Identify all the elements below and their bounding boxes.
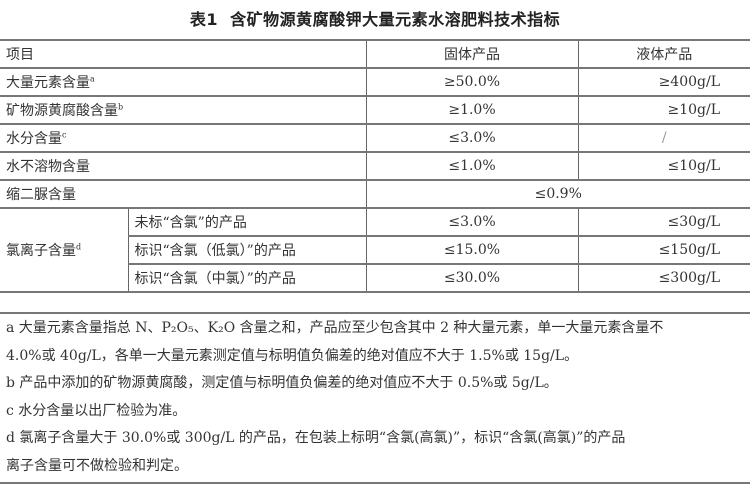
solid-value: ≥50.0% <box>365 67 578 97</box>
chloride-item: 氯离子含量d <box>0 207 128 293</box>
liquid-value: ≤30g/L <box>577 207 750 237</box>
table-row: 水不溶物含量 ≤1.0% ≤10g/L <box>0 151 750 181</box>
solid-value: ≤15.0% <box>365 235 578 265</box>
liquid-value: / <box>577 123 750 153</box>
item-label: 氯离子含量 <box>6 243 76 259</box>
table-row: 水分含量c ≤3.0% / <box>0 123 750 153</box>
footnote-line: b 产品中添加的矿物源黄腐酸，测定值与标明值负偏差的绝对值应不大于 0.5%或 … <box>6 375 558 391</box>
spec-table: 项目 固体产品 液体产品 大量元素含量a ≥50.0% ≥400g/L 矿物源黄… <box>0 39 750 293</box>
footnote-line: 离子含量可不做检验和判定。 <box>6 457 188 474</box>
sub-item: 标识“含氯（中氯）”的产品 <box>127 263 366 293</box>
table-header-row: 项目 固体产品 液体产品 <box>0 39 750 69</box>
liquid-value: ≤300g/L <box>577 263 750 293</box>
solid-value: ≤3.0% <box>365 123 578 153</box>
footnote-line: d 氯离子含量大于 30.0%或 300g/L 的产品，在包装上标明“含氯(高氯… <box>6 430 626 446</box>
table-title: 表1 含矿物源黄腐酸钾大量元素水溶肥料技术指标 <box>0 6 750 30</box>
solid-value: ≤1.0% <box>365 151 578 181</box>
row-item: 水不溶物含量 <box>0 151 366 181</box>
row-item: 矿物源黄腐酸含量b <box>0 95 366 125</box>
liquid-value: ≥10g/L <box>577 95 750 125</box>
header-item: 项目 <box>0 39 366 69</box>
table-row: 矿物源黄腐酸含量b ≥1.0% ≥10g/L <box>0 95 750 125</box>
table-number: 表1 <box>189 10 219 29</box>
merged-value: ≤0.9% <box>365 179 750 209</box>
table-row: 氯离子含量d 未标“含氯”的产品 ≤3.0% ≤30g/L <box>0 207 750 293</box>
footnote-mark: a <box>90 74 95 84</box>
solid-value: ≤3.0% <box>365 207 578 237</box>
table-row: 标识“含氯（中氯）”的产品 ≤30.0% ≤300g/L <box>0 263 750 293</box>
sub-item: 未标“含氯”的产品 <box>127 207 366 237</box>
table-row: 缩二脲含量 ≤0.9% <box>0 179 750 209</box>
table-row: 大量元素含量a ≥50.0% ≥400g/L <box>0 67 750 97</box>
solid-value: ≤30.0% <box>365 263 578 293</box>
liquid-value: ≤10g/L <box>577 151 750 181</box>
item-label: 缩二脲含量 <box>6 187 76 203</box>
liquid-value: ≤150g/L <box>577 235 750 265</box>
item-label: 水分含量 <box>6 131 62 147</box>
footnote-mark: c <box>62 130 67 140</box>
row-item: 缩二脲含量 <box>0 179 366 209</box>
header-solid: 固体产品 <box>365 39 578 69</box>
row-item: 水分含量c <box>0 123 366 153</box>
row-item: 大量元素含量a <box>0 67 366 97</box>
item-label: 水不溶物含量 <box>6 159 90 175</box>
footnote-line: 4.0%或 40g/L，各单一大量元素测定值与标明值负偏差的绝对值应不大于 1.… <box>6 347 579 364</box>
footnote-mark: d <box>76 242 82 252</box>
footnote-mark: b <box>118 102 124 112</box>
footnotes: a 大量元素含量指总 N、P₂O₅、K₂O 含量之和，产品应至少包含其中 2 种… <box>0 312 750 484</box>
item-label: 大量元素含量 <box>6 75 90 91</box>
solid-value: ≥1.0% <box>365 95 578 125</box>
sub-item: 标识“含氯（低氯）”的产品 <box>127 235 366 265</box>
item-label: 矿物源黄腐酸含量 <box>6 103 118 119</box>
table-row: 标识“含氯（低氯）”的产品 ≤15.0% ≤150g/L <box>0 235 750 265</box>
liquid-value: ≥400g/L <box>577 67 750 97</box>
header-liquid: 液体产品 <box>577 39 750 69</box>
table-title-text: 含矿物源黄腐酸钾大量元素水溶肥料技术指标 <box>230 10 561 29</box>
footnote-line: a 大量元素含量指总 N、P₂O₅、K₂O 含量之和，产品应至少包含其中 2 种… <box>6 320 664 336</box>
footnote-line: c 水分含量以出厂检验为准。 <box>6 402 187 419</box>
